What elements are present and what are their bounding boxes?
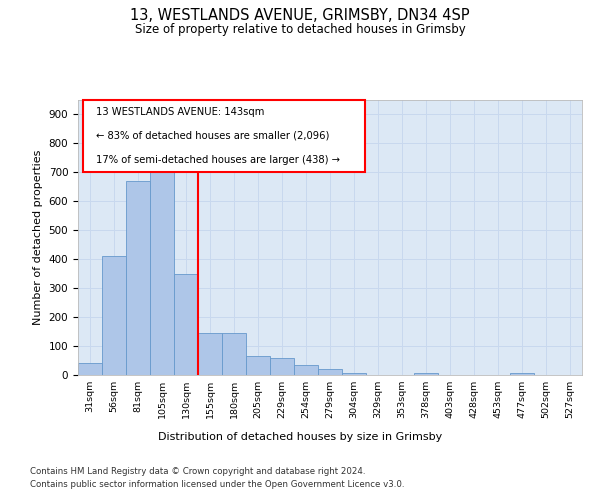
Text: Distribution of detached houses by size in Grimsby: Distribution of detached houses by size … xyxy=(158,432,442,442)
Bar xyxy=(174,274,198,375)
Bar xyxy=(198,333,222,375)
Bar xyxy=(342,372,366,375)
Bar xyxy=(294,365,318,375)
Bar xyxy=(150,161,174,375)
Text: Contains HM Land Registry data © Crown copyright and database right 2024.: Contains HM Land Registry data © Crown c… xyxy=(30,468,365,476)
Bar xyxy=(270,358,294,375)
Bar xyxy=(510,372,534,375)
Bar xyxy=(246,356,270,375)
Y-axis label: Number of detached properties: Number of detached properties xyxy=(33,150,43,325)
FancyBboxPatch shape xyxy=(83,100,365,172)
Text: 17% of semi-detached houses are larger (438) →: 17% of semi-detached houses are larger (… xyxy=(95,154,340,164)
Text: Contains public sector information licensed under the Open Government Licence v3: Contains public sector information licen… xyxy=(30,480,404,489)
Bar xyxy=(126,181,150,375)
Bar xyxy=(414,372,438,375)
Bar xyxy=(102,256,126,375)
Bar xyxy=(78,364,102,375)
Bar xyxy=(318,369,342,375)
Text: 13 WESTLANDS AVENUE: 143sqm: 13 WESTLANDS AVENUE: 143sqm xyxy=(95,107,264,117)
Text: Size of property relative to detached houses in Grimsby: Size of property relative to detached ho… xyxy=(134,22,466,36)
Bar xyxy=(222,333,246,375)
Text: ← 83% of detached houses are smaller (2,096): ← 83% of detached houses are smaller (2,… xyxy=(95,131,329,141)
Text: 13, WESTLANDS AVENUE, GRIMSBY, DN34 4SP: 13, WESTLANDS AVENUE, GRIMSBY, DN34 4SP xyxy=(130,8,470,22)
